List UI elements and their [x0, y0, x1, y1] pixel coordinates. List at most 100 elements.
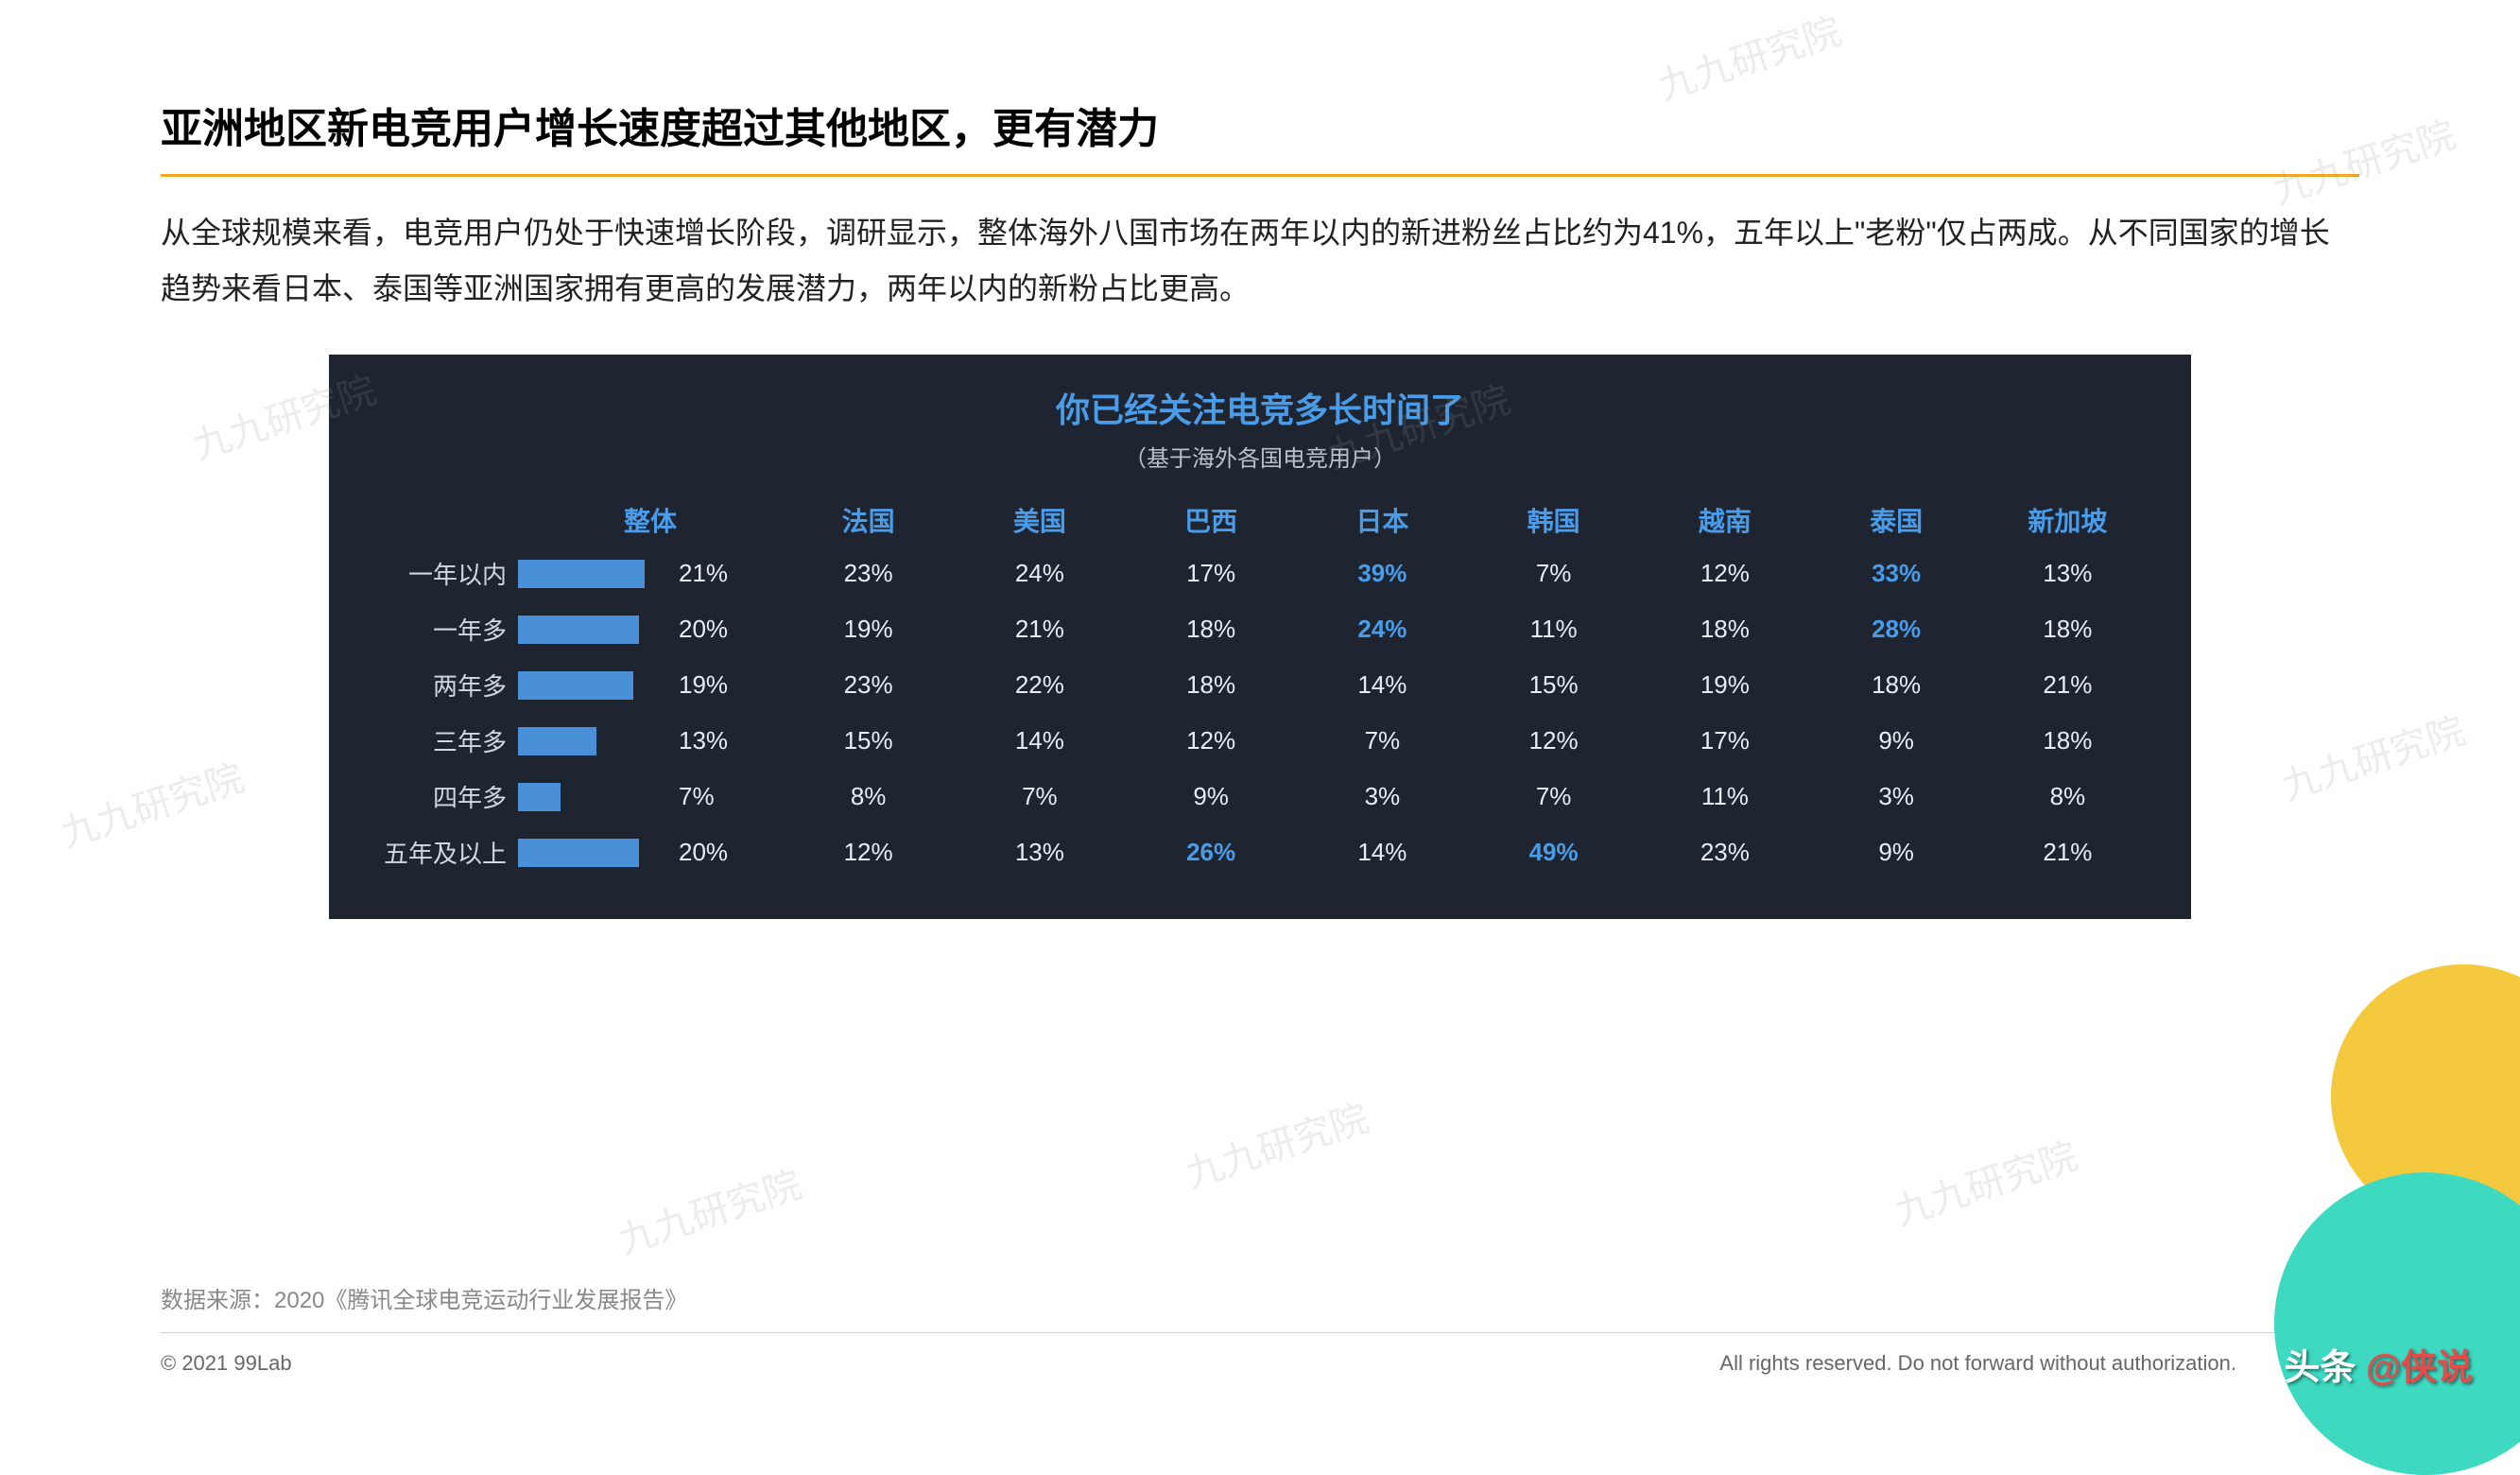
data-cell: 17% [1126, 559, 1297, 588]
table-row: 一年多20%19%21%18%24%11%18%28%18% [367, 612, 2153, 647]
chart-container: 你已经关注电竞多长时间了 （基于海外各国电竞用户） 整体 法国美国巴西日本韩国越… [329, 355, 2191, 919]
overall-value: 20% [679, 838, 728, 867]
table-row: 一年以内 21% 23%24%17%39%7%12%33%13% [367, 556, 2153, 591]
data-cell: 11% [1468, 615, 1639, 644]
data-cell: 12% [783, 838, 954, 867]
data-cell: 39% [1297, 559, 1468, 588]
data-cell: 9% [1811, 726, 1982, 755]
header-row: 整体 法国美国巴西日本韩国越南泰国新加坡 [367, 501, 2153, 539]
country-header: 韩国 [1468, 501, 1639, 539]
watermark-at: @侠说 [2366, 1348, 2473, 1388]
data-cell: 3% [1297, 782, 1468, 811]
data-cell: 7% [954, 782, 1125, 811]
row-label: 三年多 [367, 723, 518, 758]
data-cell: 17% [1639, 726, 1810, 755]
overall-bar [518, 839, 639, 867]
data-cell: 14% [1297, 838, 1468, 867]
data-cell: 23% [1639, 838, 1810, 867]
data-cell: 24% [954, 559, 1125, 588]
data-cell: 49% [1468, 838, 1639, 867]
country-header: 法国 [783, 501, 954, 539]
data-cell: 18% [1811, 670, 1982, 700]
data-cell: 18% [1982, 726, 2153, 755]
bar-col: 20% [518, 838, 783, 867]
table-row: 四年多7%8%7%9%3%7%11%3%8% [367, 779, 2153, 814]
title-underline [161, 174, 2359, 177]
decor-circle-teal [2274, 1172, 2520, 1475]
row-label: 一年多 [367, 612, 518, 647]
watermark-corner: 头条 @侠说 [2284, 1338, 2473, 1390]
row-label: 五年及以上 [367, 835, 518, 870]
data-rows: 一年以内21%23%24%17%39%7%12%33%13%一年多20%19%2… [367, 556, 2153, 870]
overall-bar [518, 783, 561, 811]
data-cell: 7% [1468, 559, 1639, 588]
data-cell: 33% [1811, 559, 1982, 588]
row-label: 一年以内 [367, 556, 518, 591]
data-cell: 23% [783, 670, 954, 700]
data-cell: 12% [1468, 726, 1639, 755]
data-cell: 19% [1639, 670, 1810, 700]
slide-description: 从全球规模来看，电竞用户仍处于快速增长阶段，调研显示，整体海外八国市场在两年以内… [161, 205, 2359, 317]
country-header: 新加坡 [1982, 501, 2153, 539]
data-cell: 12% [1126, 726, 1297, 755]
overall-header: 整体 [518, 501, 783, 539]
data-cell: 13% [1982, 559, 2153, 588]
data-cell: 24% [1297, 615, 1468, 644]
table-row: 五年及以上20%12%13%26%14%49%23%9%21% [367, 835, 2153, 870]
country-header: 越南 [1639, 501, 1810, 539]
data-cell: 15% [783, 726, 954, 755]
source-text: 数据来源：2020《腾讯全球电竞运动行业发展报告》 [161, 1281, 687, 1314]
overall-bar [518, 727, 596, 755]
data-cell: 18% [1126, 670, 1297, 700]
watermark-text: 九九研究院 [1178, 1088, 1374, 1199]
country-header: 巴西 [1126, 501, 1297, 539]
data-cell: 18% [1982, 615, 2153, 644]
watermark-head: 头条 [2284, 1348, 2356, 1388]
bar-col: 20% [518, 615, 783, 644]
data-cell: 26% [1126, 838, 1297, 867]
rights-text: All rights reserved. Do not forward with… [1719, 1351, 2236, 1376]
overall-bar [518, 616, 639, 644]
overall-value: 19% [679, 670, 728, 700]
data-cell: 11% [1639, 782, 1810, 811]
country-header: 泰国 [1811, 501, 1982, 539]
data-cell: 3% [1811, 782, 1982, 811]
overall-value: 21% [679, 559, 728, 588]
data-cell: 14% [1297, 670, 1468, 700]
data-cell: 8% [783, 782, 954, 811]
data-cell: 28% [1811, 615, 1982, 644]
data-cell: 13% [954, 838, 1125, 867]
chart-title: 你已经关注电竞多长时间了 [367, 383, 2153, 432]
data-cell: 19% [783, 615, 954, 644]
data-cell: 23% [783, 559, 954, 588]
country-headers: 法国美国巴西日本韩国越南泰国新加坡 [783, 501, 2153, 539]
watermark-text: 九九研究院 [611, 1154, 807, 1265]
data-cell: 7% [1297, 726, 1468, 755]
data-cell: 18% [1126, 615, 1297, 644]
slide-title: 亚洲地区新电竞用户增长速度超过其他地区，更有潜力 [161, 95, 2359, 155]
chart-subtitle: （基于海外各国电竞用户） [367, 440, 2153, 473]
data-cell: 18% [1639, 615, 1810, 644]
data-cell: 22% [954, 670, 1125, 700]
country-header: 美国 [954, 501, 1125, 539]
data-cell: 15% [1468, 670, 1639, 700]
footer-line [161, 1332, 2359, 1333]
overall-value: 13% [679, 726, 728, 755]
bar-col: 21% [518, 559, 783, 588]
watermark-text: 九九研究院 [2274, 701, 2471, 811]
overall-value: 7% [679, 782, 715, 811]
data-cell: 21% [954, 615, 1125, 644]
overall-header-col: 整体 [518, 501, 783, 539]
slide: 亚洲地区新电竞用户增长速度超过其他地区，更有潜力 从全球规模来看，电竞用户仍处于… [0, 0, 2520, 1418]
bar-col: 19% [518, 670, 783, 700]
data-cell: 8% [1982, 782, 2153, 811]
data-cell: 21% [1982, 838, 2153, 867]
watermark-text: 九九研究院 [1887, 1126, 2083, 1237]
bar-col: 13% [518, 726, 783, 755]
copyright-text: © 2021 99Lab [161, 1351, 292, 1376]
data-cell: 12% [1639, 559, 1810, 588]
data-cell: 9% [1126, 782, 1297, 811]
overall-value: 20% [679, 615, 728, 644]
table-row: 三年多13%15%14%12%7%12%17%9%18% [367, 723, 2153, 758]
data-cell: 7% [1468, 782, 1639, 811]
